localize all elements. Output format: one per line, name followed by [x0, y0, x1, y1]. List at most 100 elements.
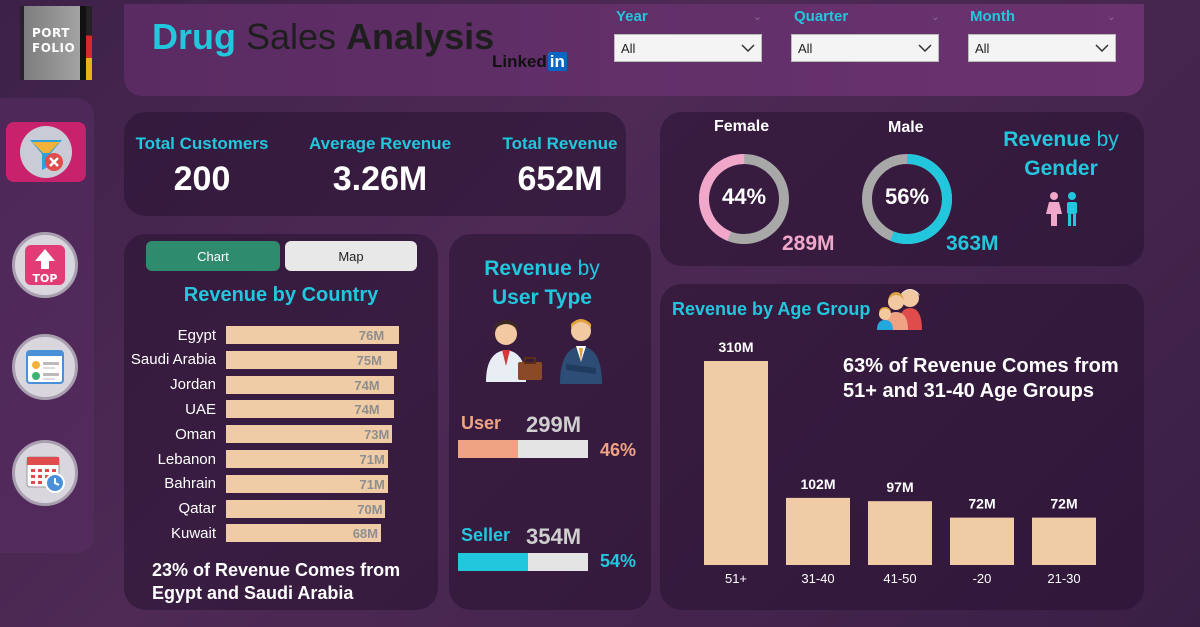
country-row[interactable]: Kuwait 68M	[130, 523, 430, 543]
country-row[interactable]: Saudi Arabia 75M	[130, 350, 430, 370]
kpi-card	[124, 112, 626, 216]
age-data-label: 310M	[718, 339, 753, 355]
age-data-label: 97M	[886, 479, 913, 495]
age-bar[interactable]	[704, 361, 768, 565]
country-tick-label: Saudi Arabia	[130, 351, 216, 369]
country-data-label: 71M	[359, 476, 385, 492]
country-tick-label: Kuwait	[170, 524, 216, 542]
filter-quarter: Quarter ⌄	[794, 8, 940, 25]
country-tick-label: Egypt	[177, 326, 216, 344]
filter-clear-icon	[20, 126, 72, 178]
map-toggle-button[interactable]: Map	[285, 241, 417, 271]
country-row[interactable]: Qatar 70M	[130, 499, 430, 519]
age-bar[interactable]	[1032, 517, 1096, 565]
gender-title-word1: Revenue	[1003, 128, 1091, 151]
age-bar[interactable]	[868, 501, 932, 565]
year-select[interactable]: All	[614, 34, 762, 62]
logo-line2: FOLIO	[32, 41, 76, 55]
age-note-line1: 63% of Revenue Comes from	[843, 355, 1119, 377]
country-row[interactable]: Oman 73M	[130, 424, 430, 444]
kpi-value: 200	[173, 160, 231, 198]
age-tick-label: 21-30	[1047, 571, 1080, 586]
month-select[interactable]: All	[968, 34, 1116, 62]
top-arrow-icon: TOP	[25, 245, 65, 285]
user-type-card	[449, 234, 651, 610]
clear-filters-button[interactable]	[6, 122, 86, 182]
country-row[interactable]: Lebanon 71M	[130, 449, 430, 469]
country-row[interactable]: Egypt 76M	[130, 325, 430, 345]
country-bar[interactable]: 71M	[226, 450, 388, 468]
country-bar[interactable]: 71M	[226, 474, 388, 493]
country-data-label: 74M	[354, 377, 380, 393]
country-bar[interactable]: 70M	[226, 499, 386, 518]
linkedin-text: Linked	[492, 52, 547, 71]
filter-quarter-label: Quarter	[794, 8, 849, 25]
logo-line1: PORT	[32, 26, 70, 40]
chevron-down-icon	[918, 44, 932, 52]
country-note-line2: Egypt and Saudi Arabia	[152, 583, 354, 603]
country-bar[interactable]: 68M	[226, 524, 381, 543]
title-sales: Sales	[236, 16, 347, 57]
country-tick-label: Lebanon	[157, 450, 216, 468]
country-tick-label: Bahrain	[164, 475, 216, 493]
chevron-down-icon[interactable]: ⌄	[1106, 10, 1116, 23]
country-card	[124, 234, 438, 610]
top-button[interactable]: TOP	[12, 232, 78, 298]
seller-person-icon	[560, 319, 602, 384]
filter-year-label: Year	[616, 8, 648, 25]
user-person-icon	[486, 320, 542, 382]
chevron-down-icon[interactable]: ⌄	[930, 10, 940, 23]
country-tick-label: Qatar	[178, 500, 216, 518]
gender-title: Revenue by Gender	[996, 125, 1126, 183]
kpi-value: 652M	[517, 160, 603, 198]
user-progress-fill	[458, 440, 518, 458]
country-bar[interactable]: 74M	[226, 375, 395, 394]
country-row[interactable]: Bahrain 71M	[130, 474, 430, 494]
calendar-button[interactable]	[12, 440, 78, 506]
kpi-value: 3.26M	[332, 160, 428, 198]
user-type-title: Revenue by User Type	[449, 254, 635, 312]
female-donut	[699, 154, 789, 244]
month-select-value: All	[975, 40, 990, 56]
country-bar[interactable]: 73M	[226, 425, 393, 444]
chart-toggle-label: Chart	[197, 248, 229, 264]
user-progress-track	[458, 440, 588, 458]
age-bar[interactable]	[950, 517, 1014, 565]
chart-toggle-button[interactable]: Chart	[146, 241, 280, 271]
kpi-total-revenue: Total Revenue 652M	[490, 134, 630, 199]
ut-title-word3: User Type	[492, 286, 592, 309]
user-pct: 46%	[600, 440, 637, 460]
title-analysis: Analysis	[346, 16, 495, 57]
quarter-select[interactable]: All	[791, 34, 939, 62]
svg-text:TOP: TOP	[33, 272, 58, 285]
female-revenue: 289M	[782, 232, 835, 255]
country-row[interactable]: UAE 74M	[130, 399, 430, 419]
chevron-down-icon	[1095, 44, 1109, 52]
portfolio-logo[interactable]: PORT FOLIO	[20, 6, 92, 80]
ut-title-word1: Revenue	[484, 257, 572, 280]
logo-text: PORT FOLIO	[32, 26, 75, 56]
title-drug: Drug	[152, 16, 236, 57]
logo-stripe	[80, 6, 86, 80]
age-data-label: 72M	[968, 496, 995, 512]
country-data-label: 73M	[364, 427, 390, 443]
country-data-label: 70M	[357, 501, 383, 517]
country-tick-label: Oman	[175, 425, 216, 443]
age-bar[interactable]	[786, 497, 850, 565]
country-tick-label: Jordan	[170, 376, 216, 394]
male-label: Male	[888, 119, 924, 136]
seller-progress-track	[458, 553, 588, 571]
age-tick-label: -20	[973, 571, 992, 586]
kpi-label: Total Customers	[135, 134, 269, 153]
country-bar[interactable]: 76M	[226, 326, 399, 344]
chevron-down-icon[interactable]: ⌄	[752, 10, 762, 23]
country-bar[interactable]: 74M	[226, 400, 395, 419]
quarter-select-value: All	[798, 40, 813, 56]
filter-month: Month ⌄	[970, 8, 1116, 25]
country-bar[interactable]: 75M	[226, 350, 397, 369]
customer-details-button[interactable]	[12, 334, 78, 400]
country-row[interactable]: Jordan 74M	[130, 375, 430, 395]
profile-list-icon	[26, 350, 64, 384]
linkedin-logo[interactable]: Linked in	[492, 52, 567, 72]
male-donut	[862, 154, 952, 244]
